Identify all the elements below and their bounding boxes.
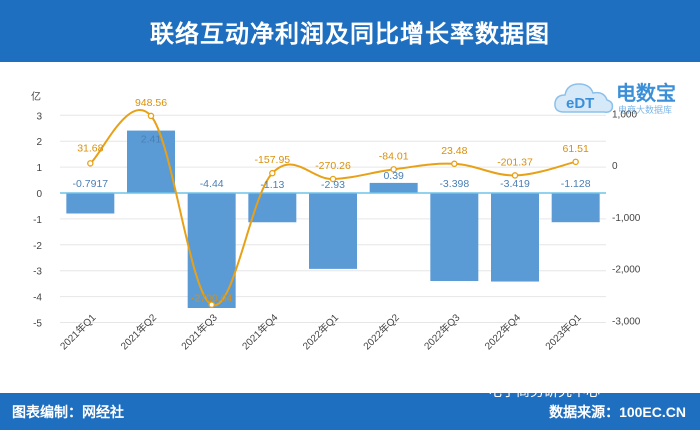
line-data-label: -2700.04 [191,293,233,305]
line-data-label: -157.95 [255,154,291,166]
y-left-tick-label: -5 [33,319,42,330]
x-category-label: 2021年Q1 [57,311,99,353]
bar [430,193,479,282]
line-data-label: -84.01 [379,150,409,162]
bar [66,193,115,214]
cloud-logo-icon: eDT [554,83,614,113]
line-data-label: 31.68 [77,142,103,154]
bar-data-label: -4.44 [200,178,224,190]
growth-rate-line [89,109,576,307]
logo-tagline: 电商大数据库 [618,105,673,115]
bar-data-label: -1.13 [260,179,284,191]
bar-data-label: 2.41 [141,134,162,146]
bar-data-label: -1.128 [561,178,591,190]
line-point [147,112,155,120]
line-point [511,172,519,179]
x-category-label: 2022年Q2 [360,311,402,353]
header-bar: 联络互动净利润及同比增长率数据图 [0,0,700,62]
logo: eDT 电数宝 电商大数据库 [552,72,692,122]
footer-bar: 电子商务研究中心 图表编制：网经社 数据来源：100EC.CN [0,383,700,430]
line-data-label: 61.51 [563,143,589,155]
bar [369,182,418,193]
y-right-tick-label: 0 [612,161,618,172]
y-left-unit-label: 亿 [31,90,41,103]
y-right-tick-label: -2,000 [612,265,641,276]
x-category-label: 2023年Q1 [542,311,584,353]
wechat-watermark: 电子商务研究中心 [488,383,600,399]
y-left-tick-label: -3 [33,267,42,278]
y-right-tick-label: 1,000 [612,109,637,120]
line-data-label: 23.48 [441,145,467,157]
chart-title: 联络互动净利润及同比增长率数据图 [150,20,550,48]
line-point [269,169,276,177]
line-point [572,158,579,166]
line-point [390,166,397,173]
y-left-tick-label: 3 [36,111,42,122]
line-point [208,301,215,308]
combo-chart: -5 -4 -3 -2 -1 0 1 2 3 亿 -3,000 -2,000 -1,000 0 1,000 -… [31,90,641,353]
logo-brand: 电数宝 [616,83,676,105]
bar [309,193,357,269]
bar-data-label: 0.39 [383,170,404,182]
line-point [87,160,94,167]
y-left-tick-label: -2 [33,241,42,252]
x-category-label: 2021年Q2 [118,311,160,353]
line-point [329,175,337,183]
line-data-label: -270.26 [315,160,351,172]
y-right-tick-label: -3,000 [612,316,641,327]
footer-source: 数据来源：100EC.CN [549,404,686,420]
svg-text:eDT: eDT [566,95,594,112]
bar-data-label: -3.419 [500,178,530,190]
y-left-tick-label: 0 [36,189,42,200]
line-data-label: 948.56 [135,97,167,109]
bar-data-label: -2.93 [321,179,345,191]
line-point [451,160,458,168]
x-category-label: 2022年Q4 [482,311,524,353]
bar-data-label: -0.7917 [73,178,109,190]
bar [551,193,600,223]
y-left-tick-label: 2 [36,137,42,148]
footer-editor: 图表编制：网经社 [12,404,124,420]
x-category-label: 2022年Q1 [300,311,342,353]
y-right-tick-label: -1,000 [612,213,641,224]
x-category-label: 2021年Q4 [239,311,281,353]
y-left-tick-label: 1 [36,163,42,174]
x-category-label: 2021年Q3 [178,311,220,353]
bar [127,130,175,193]
y-left-tick-label: -1 [33,215,42,226]
bar [491,193,539,282]
x-category-label: 2022年Q3 [421,311,463,353]
bar-data-label: -3.398 [439,178,469,190]
y-left-tick-label: -4 [33,293,42,304]
line-data-label: -201.37 [497,156,533,168]
